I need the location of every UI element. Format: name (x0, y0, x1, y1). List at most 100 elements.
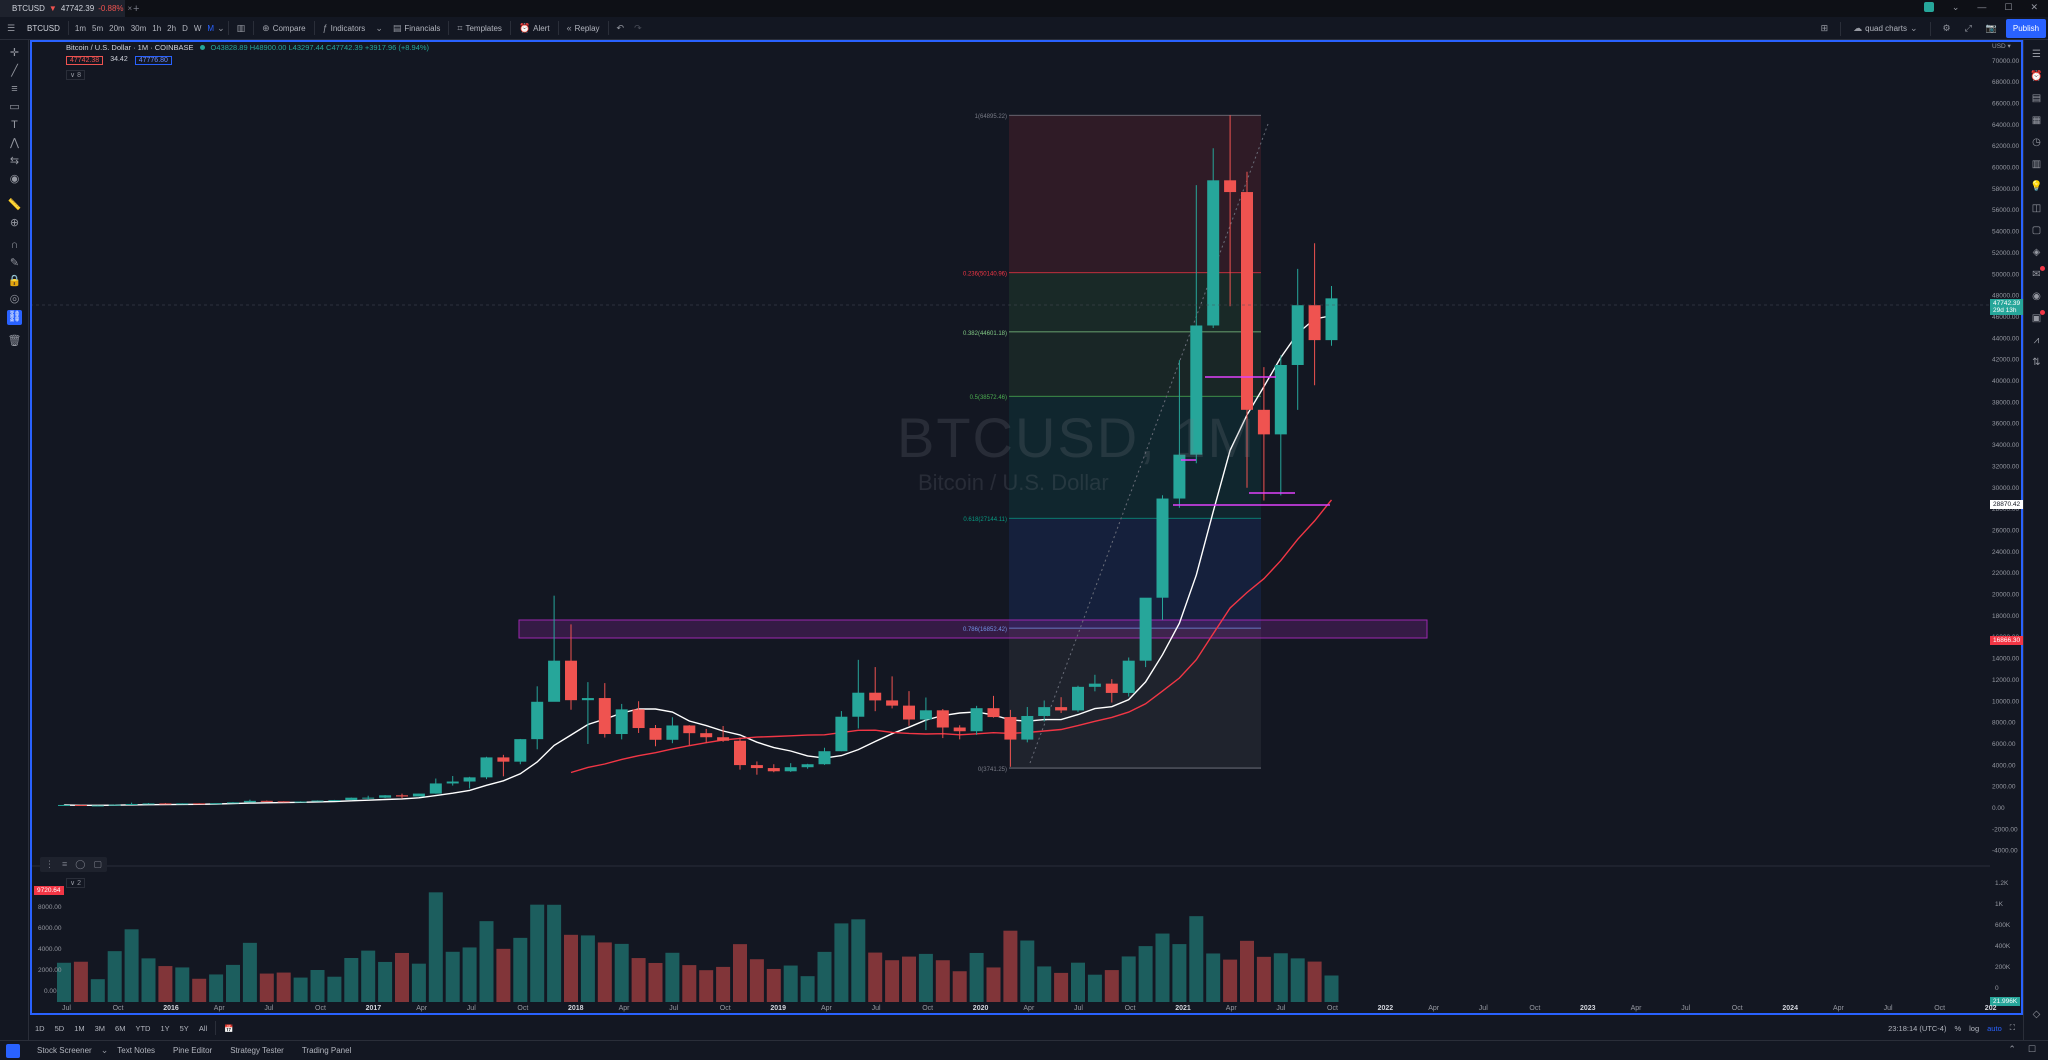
candle-body[interactable] (1308, 305, 1321, 341)
ruler-icon[interactable]: 📏 (7, 199, 22, 211)
zoom-in-icon[interactable]: ⊕ (9, 217, 20, 229)
maximize-icon[interactable]: ☐ (2004, 2, 2013, 12)
stay-drawing-icon[interactable]: ✎ (9, 257, 20, 269)
candle-body[interactable] (74, 804, 87, 806)
layout-name-button[interactable]: ☁ quad charts ⌄ (1848, 17, 1922, 40)
new-tab-button[interactable]: + (133, 2, 140, 15)
candle-body[interactable] (345, 797, 358, 801)
candle-body[interactable] (1257, 409, 1270, 435)
indicators-button[interactable]: ƒ Indicators (318, 17, 371, 40)
candle-body[interactable] (1241, 192, 1253, 410)
browser-tab[interactable]: BTCUSD ▼ 47742.39 -0.88% × (0, 0, 132, 17)
tab-stock-screener[interactable]: Stock Screener (37, 1046, 92, 1055)
box-icon[interactable]: ▢ (93, 859, 102, 869)
candle-body[interactable] (750, 765, 763, 769)
rectangle-icon[interactable]: ▭ (9, 101, 20, 113)
candle-body[interactable] (818, 751, 831, 765)
streams-icon[interactable]: ◫ (2031, 203, 2042, 214)
interval-dropdown-icon[interactable]: ⌄ (217, 22, 225, 33)
candle-body[interactable] (1021, 715, 1034, 740)
hide-icon[interactable]: ◎ (9, 293, 20, 305)
trading-panel-icon[interactable]: ▣ (2030, 310, 2045, 325)
calendar-icon[interactable]: ◷ (2032, 137, 2041, 148)
candle-body[interactable] (1122, 660, 1135, 693)
text-icon[interactable]: T (11, 119, 18, 131)
publish-button[interactable]: Publish (2006, 19, 2046, 38)
tab-trading-panel[interactable]: Trading Panel (301, 1046, 352, 1055)
magnet-icon[interactable]: ∩ (10, 239, 19, 251)
tab-text-notes[interactable]: Text Notes (117, 1046, 156, 1055)
interval-m[interactable]: M (207, 23, 215, 33)
chevron-down-icon[interactable]: ⌄ (100, 1045, 109, 1055)
settings-icon[interactable]: ⚙ (1942, 23, 1951, 33)
candle-body[interactable] (142, 803, 155, 805)
ma-red-line[interactable] (570, 499, 1333, 774)
collapse-panel-icon[interactable]: ⌃ (2008, 1044, 2016, 1054)
candle-body[interactable] (666, 725, 679, 740)
demand-zone-rectangle[interactable] (518, 619, 1428, 639)
order-panel-icon[interactable]: ⇅ (2032, 357, 2041, 368)
trend-line-icon[interactable]: ╱ (11, 65, 18, 77)
interval-30m[interactable]: 30m (130, 23, 147, 33)
snapshot-icon[interactable]: 📷 (1985, 23, 1997, 33)
candle-body[interactable] (260, 800, 273, 802)
fib-icon[interactable]: ≡ (62, 859, 68, 869)
candle-body[interactable] (835, 716, 848, 752)
candle-body[interactable] (801, 764, 814, 768)
fullscreen-icon[interactable]: ⤢ (1964, 23, 1972, 33)
candle-body[interactable] (581, 698, 594, 701)
dropdown-icon[interactable]: ⌄ (1951, 2, 1960, 12)
watchlist-icon[interactable]: ☰ (2032, 49, 2041, 60)
ma-white-line[interactable] (63, 315, 1332, 806)
interval-5m[interactable]: 5m (92, 23, 104, 33)
range-6m[interactable]: 6M (115, 1023, 126, 1033)
clock[interactable]: 23:18:14 (UTC-4) (1888, 1023, 1947, 1033)
candle-body[interactable] (480, 757, 493, 778)
range-all[interactable]: All (198, 1023, 208, 1033)
layout-icon[interactable]: ⊞ (1820, 23, 1829, 33)
auto-toggle[interactable]: auto (1987, 1023, 2002, 1033)
candle-body[interactable] (598, 698, 611, 735)
tab-strategy-tester[interactable]: Strategy Tester (230, 1046, 284, 1055)
volume-collapse-button[interactable]: ∨ 2 (66, 878, 85, 888)
bar-style-icon[interactable]: ▥ (236, 22, 246, 33)
range-ytd[interactable]: YTD (135, 1023, 151, 1033)
range-5y[interactable]: 5Y (179, 1023, 189, 1033)
eye-icon[interactable]: ◉ (9, 173, 20, 185)
candle-body[interactable] (379, 795, 392, 798)
broadcast-icon[interactable]: ◉ (2032, 291, 2041, 302)
help-icon[interactable]: ◇ (2032, 1009, 2041, 1020)
candle-body[interactable] (734, 740, 746, 766)
pattern-icon[interactable]: ⋀ (9, 137, 20, 149)
minimize-icon[interactable]: — (1977, 2, 1987, 12)
candle-body[interactable] (717, 737, 730, 741)
horizontal-lines[interactable] (1173, 376, 1330, 506)
legend-pill-3[interactable]: 47776.80 (134, 56, 172, 65)
trash-icon[interactable]: 🗑 (7, 335, 22, 347)
interval-w[interactable]: W (193, 23, 202, 33)
percent-toggle[interactable]: % (1954, 1023, 1962, 1033)
candle-body[interactable] (125, 803, 138, 805)
lock-icon[interactable]: 🔒 (7, 275, 22, 287)
candle-body[interactable] (700, 733, 713, 738)
candle-body[interactable] (767, 768, 780, 772)
candle-body[interactable] (176, 803, 189, 805)
maximize-panel-icon[interactable]: ☐ (2027, 1044, 2036, 1054)
undo-icon[interactable]: ↶ (616, 22, 625, 33)
candle-body[interactable] (615, 709, 628, 735)
candle-body[interactable] (362, 797, 375, 799)
legend-pill-1[interactable]: 47742.38 (66, 56, 104, 65)
ellipse-icon[interactable]: ◯ (75, 859, 86, 869)
candle-body[interactable] (58, 804, 70, 806)
object-tree-icon[interactable]: ⛓ (7, 310, 22, 325)
candle-body[interactable] (1055, 707, 1068, 711)
drag-handle-icon[interactable]: ⋮ (45, 859, 54, 869)
replay-button[interactable]: «Replay (562, 17, 605, 40)
chats-icon[interactable]: ▢ (2031, 225, 2042, 236)
candle-body[interactable] (277, 801, 290, 803)
candle-body[interactable] (565, 660, 577, 701)
candle-body[interactable] (903, 705, 915, 720)
log-toggle[interactable]: log (1969, 1023, 1980, 1033)
candle-body[interactable] (1088, 683, 1101, 687)
alert-button[interactable]: ⏰ Alert (514, 17, 555, 40)
